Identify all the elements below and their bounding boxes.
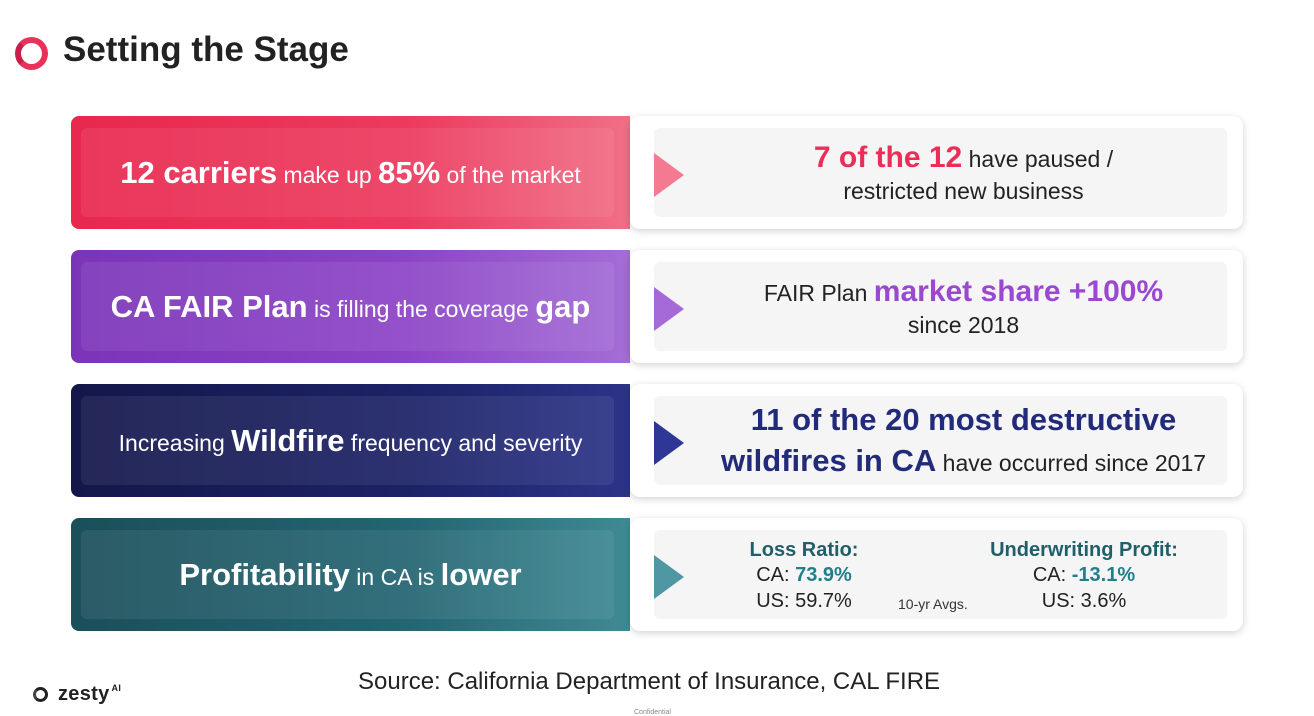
left-band-wildfire: Increasing Wildfire frequency and severi… (71, 384, 630, 497)
ten-year-avg-note: 10-yr Avgs. (898, 596, 968, 612)
slide-title: Setting the Stage (63, 30, 349, 69)
gap-label: gap (535, 288, 591, 324)
card-text-carriers: 7 of the 12 have paused / restricted new… (684, 116, 1243, 229)
uw-ca-value: -13.1% (1071, 564, 1136, 587)
wildfire-text-1: Increasing (118, 429, 232, 456)
market-share-stat: market share +100% (873, 275, 1164, 309)
uw-profit-header: Underwriting Profit: (990, 539, 1178, 561)
arrow-right-icon (654, 555, 684, 599)
fair-plan-text: is filling the coverage (307, 295, 536, 322)
underwriting-profit-block: Underwriting Profit: CA: -13.1% US: 3.6% (974, 538, 1194, 614)
left-band-profitability: Profitability in CA is lower (71, 518, 630, 631)
footer-logo: zesty AI (33, 683, 121, 706)
fair-plan-label: CA FAIR Plan (110, 288, 308, 324)
carriers-text-1: make up (277, 161, 379, 188)
market-percent: 85% (378, 154, 441, 190)
loss-ca-label: CA: (756, 564, 796, 587)
left-band-carriers: 12 carriers make up 85% of the market (71, 116, 630, 229)
card-fair-plan (630, 250, 1243, 363)
uw-us-value: US: 3.6% (1041, 589, 1127, 612)
card-profitability (630, 518, 1243, 631)
row-fair-plan: CA FAIR Plan is filling the coverage gap… (71, 250, 1243, 363)
destructive-stat: 11 of the 20 most destructive (750, 402, 1177, 438)
carriers-text-2: of the market (440, 161, 581, 188)
wildfires-ca-label: wildfires in CA (720, 442, 937, 478)
profitability-label: Profitability (179, 556, 350, 592)
card-carriers (630, 116, 1243, 229)
row-profitability: Profitability in CA is lower Loss Ratio:… (71, 518, 1243, 631)
source-citation: Source: California Department of Insuran… (358, 668, 941, 695)
arrow-right-icon (654, 421, 684, 465)
paused-count: 7 of the 12 (813, 141, 963, 175)
card-text-profitability: Loss Ratio: CA: 73.9% US: 59.7% 10-yr Av… (684, 518, 1243, 631)
loss-ratio-header: Loss Ratio: (749, 539, 859, 561)
since-2018-text: since 2018 (907, 312, 1020, 339)
card-wildfire (630, 384, 1243, 497)
restricted-text: restricted new business (843, 178, 1084, 205)
loss-ratio-block: Loss Ratio: CA: 73.9% US: 59.7% (724, 538, 884, 614)
brand-name: zesty (58, 683, 110, 705)
paused-text: have paused / (962, 146, 1114, 173)
arrow-right-icon (654, 287, 684, 331)
brand-sup: AI (111, 683, 122, 693)
logo-icon (15, 37, 48, 70)
loss-ca-value: 73.9% (795, 564, 852, 587)
carriers-count: 12 carriers (120, 154, 278, 190)
confidential-label: Confidential (634, 709, 671, 716)
row-carriers: 12 carriers make up 85% of the market 7 … (71, 116, 1243, 229)
fair-plan-prefix: FAIR Plan (763, 280, 874, 307)
card-text-wildfire: 11 of the 20 most destructive wildfires … (684, 384, 1243, 497)
left-band-fair-plan: CA FAIR Plan is filling the coverage gap (71, 250, 630, 363)
lower-label: lower (440, 556, 522, 592)
wildfire-text-2: frequency and severity (344, 429, 583, 456)
loss-us-value: US: 59.7% (756, 589, 852, 612)
since-2017-text: have occurred since 2017 (936, 449, 1207, 476)
wildfire-label: Wildfire (231, 422, 345, 458)
arrow-right-icon (654, 153, 684, 197)
uw-ca-label: CA: (1032, 564, 1072, 587)
profitability-text: in CA is (349, 563, 441, 590)
card-text-fair-plan: FAIR Plan market share +100% since 2018 (684, 250, 1243, 363)
row-wildfire: Increasing Wildfire frequency and severi… (71, 384, 1243, 497)
zesty-ring-icon (33, 687, 48, 702)
